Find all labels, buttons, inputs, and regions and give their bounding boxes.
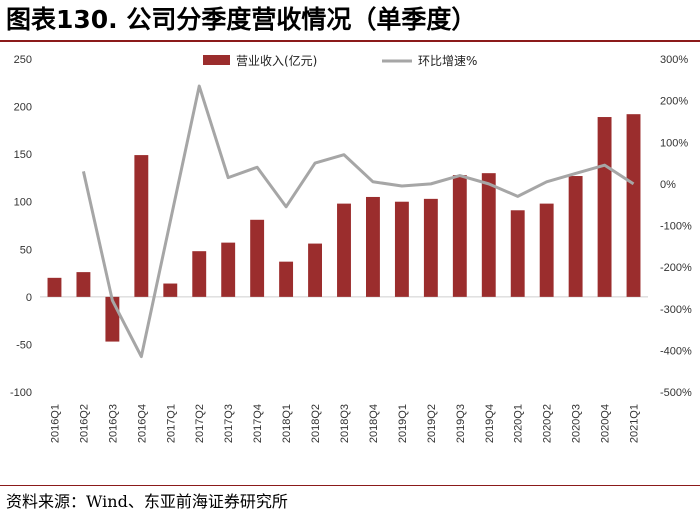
x-tick-label: 2020Q2: [542, 404, 554, 443]
y-right-tick-label: -400%: [660, 345, 692, 357]
x-tick-label: 2016Q2: [78, 404, 90, 443]
legend-label-revenue: 营业收入(亿元): [236, 53, 317, 68]
revenue-bar: [452, 175, 467, 297]
x-tick-label: 2016Q1: [49, 404, 61, 443]
x-tick-label: 2019Q3: [455, 404, 467, 443]
revenue-bar: [510, 210, 525, 297]
x-tick-label: 2020Q3: [571, 404, 583, 443]
y-right-tick-label: -200%: [660, 262, 692, 274]
x-tick-label: 2016Q3: [107, 404, 119, 443]
revenue-bar: [134, 155, 149, 297]
x-tick-label: 2021Q1: [629, 404, 641, 443]
x-tick-label: 2017Q1: [165, 404, 177, 443]
y-right-tick-label: 200%: [660, 96, 688, 108]
y-left-tick-label: -50: [16, 339, 32, 351]
revenue-bar: [597, 117, 612, 297]
revenue-bar: [539, 203, 554, 297]
x-tick-label: 2018Q4: [368, 404, 380, 443]
revenue-bar: [250, 219, 265, 297]
revenue-bar: [626, 114, 641, 297]
revenue-bar: [47, 277, 62, 297]
y-left-tick-label: -100: [10, 387, 32, 399]
revenue-bar: [308, 243, 322, 297]
y-left-tick-label: 0: [26, 292, 32, 304]
x-tick-label: 2019Q4: [484, 404, 496, 443]
revenue-bar: [76, 272, 91, 297]
y-left-tick-label: 100: [14, 197, 32, 209]
x-tick-label: 2017Q2: [194, 404, 206, 443]
revenue-bar: [337, 203, 351, 297]
y-left-tick-label: 50: [20, 244, 32, 256]
x-tick-label: 2020Q1: [513, 404, 525, 443]
source-divider: [0, 485, 700, 486]
x-tick-label: 2020Q4: [600, 404, 612, 443]
chart-title: 图表130. 公司分季度营收情况（单季度）: [6, 5, 477, 34]
y-right-tick-label: 300%: [660, 54, 688, 66]
revenue-chart: -100 -50 0 50 100 150 200 250 -500% -400% -300% -20…: [10, 53, 692, 443]
revenue-bar: [568, 176, 583, 297]
source-note: 资料来源：Wind、东亚前海证券研究所: [6, 492, 288, 511]
legend-swatch-revenue: [203, 55, 230, 65]
revenue-bar: [163, 283, 178, 297]
x-tick-label: 2018Q1: [281, 404, 293, 443]
x-tick-label: 2019Q2: [426, 404, 438, 443]
x-tick-label: 2019Q1: [397, 404, 409, 443]
legend-label-growth: 环比增速%: [418, 54, 477, 68]
x-tick-label: 2017Q3: [223, 404, 235, 443]
revenue-bar: [481, 173, 496, 297]
x-tick-label: 2018Q3: [339, 404, 351, 443]
revenue-bar: [221, 242, 236, 297]
x-tick-label: 2017Q4: [252, 404, 264, 443]
y-right-tick-label: -500%: [660, 387, 692, 399]
y-right-tick-label: -300%: [660, 304, 692, 316]
growth-rate-line: [81, 84, 635, 359]
y-right-tick-label: -100%: [660, 221, 692, 233]
y-left-tick-label: 150: [14, 149, 32, 161]
x-tick-label: 2018Q2: [310, 404, 322, 443]
x-tick-label: 2016Q4: [136, 404, 148, 443]
revenue-bar: [423, 198, 438, 297]
y-left-tick-label: 200: [14, 102, 32, 114]
y-right-tick-label: 100%: [660, 137, 688, 149]
revenue-bar: [279, 261, 294, 297]
y-right-tick-label: 0%: [660, 179, 676, 191]
revenue-bar: [394, 201, 409, 297]
revenue-bar: [192, 251, 207, 297]
y-left-tick-label: 250: [14, 54, 32, 66]
title-divider: [0, 40, 700, 42]
revenue-bar: [366, 196, 380, 297]
